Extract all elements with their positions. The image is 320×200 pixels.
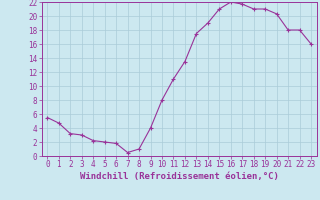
X-axis label: Windchill (Refroidissement éolien,°C): Windchill (Refroidissement éolien,°C): [80, 172, 279, 181]
